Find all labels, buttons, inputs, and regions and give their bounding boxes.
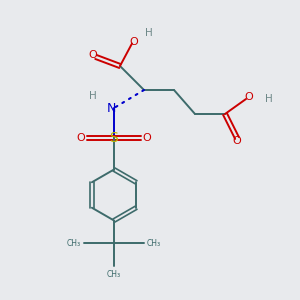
Text: CH₃: CH₃ [147,238,161,247]
Text: CH₃: CH₃ [67,238,81,247]
Text: H: H [89,91,97,101]
Text: S: S [110,131,118,145]
Text: O: O [244,92,253,103]
Text: O: O [129,37,138,47]
Text: CH₃: CH₃ [107,270,121,279]
Text: O: O [142,133,152,143]
Text: O: O [76,133,85,143]
Text: H: H [145,28,152,38]
Text: O: O [88,50,98,61]
Text: O: O [232,136,242,146]
Text: N: N [106,101,116,115]
Text: H: H [265,94,272,104]
